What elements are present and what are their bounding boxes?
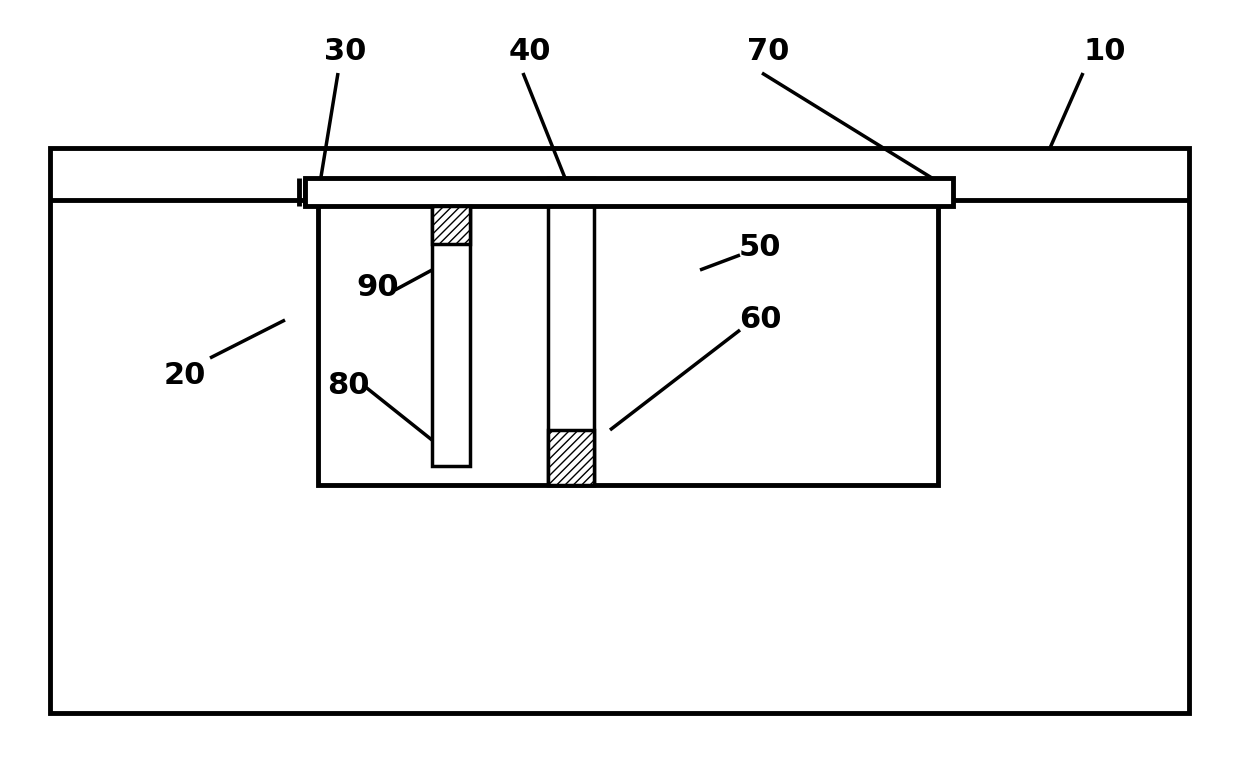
Text: 40: 40 xyxy=(509,38,551,66)
Bar xyxy=(548,430,593,485)
Text: 60: 60 xyxy=(738,305,782,335)
Text: 80: 80 xyxy=(327,371,369,399)
Bar xyxy=(50,148,1189,713)
Bar xyxy=(318,200,938,485)
Text: 20: 20 xyxy=(164,361,206,389)
Text: 70: 70 xyxy=(747,38,789,66)
Bar xyxy=(432,206,470,244)
Bar xyxy=(432,206,470,466)
Text: 50: 50 xyxy=(738,234,782,262)
Text: 90: 90 xyxy=(357,274,399,302)
Text: 10: 10 xyxy=(1084,38,1126,66)
Bar xyxy=(548,178,593,485)
Text: 30: 30 xyxy=(323,38,367,66)
Bar xyxy=(305,178,953,206)
